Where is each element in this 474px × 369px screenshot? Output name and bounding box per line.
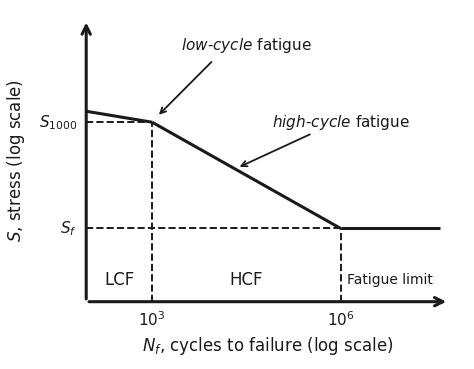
Text: $S_{1000}$: $S_{1000}$ (38, 113, 77, 132)
Text: $10^6$: $10^6$ (327, 311, 355, 330)
Text: HCF: HCF (230, 271, 263, 289)
Text: $10^3$: $10^3$ (138, 311, 166, 330)
Text: LCF: LCF (104, 271, 134, 289)
Text: $\mathit{low}$-$\mathit{cycle}$ fatigue: $\mathit{low}$-$\mathit{cycle}$ fatigue (181, 36, 312, 55)
Text: Fatigue limit: Fatigue limit (347, 273, 433, 287)
Text: $\it{S}$, stress (log scale): $\it{S}$, stress (log scale) (5, 79, 27, 242)
Text: $\mathit{high}$-$\mathit{cycle}$ fatigue: $\mathit{high}$-$\mathit{cycle}$ fatigue (272, 113, 410, 132)
Text: $\it{N_f}$, cycles to failure (log scale): $\it{N_f}$, cycles to failure (log scale… (142, 335, 393, 356)
Text: $S_f$: $S_f$ (60, 219, 77, 238)
